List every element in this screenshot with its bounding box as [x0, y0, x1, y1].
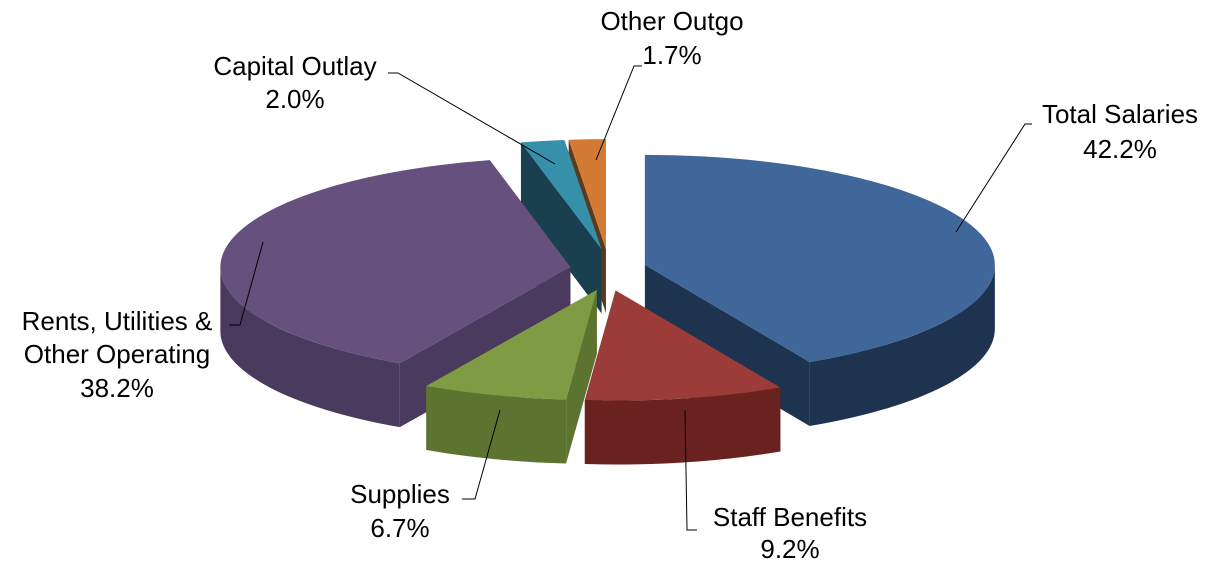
slice-label-supplies: Supplies	[350, 479, 450, 509]
pie-slice-top-total-salaries	[644, 154, 995, 362]
slice-value-capital-outlay: 2.0%	[265, 84, 324, 114]
leader-line-staff-benefits	[684, 409, 697, 531]
pie-slice-rim-staff-benefits	[584, 387, 781, 465]
leader-line-capital-outlay	[388, 72, 556, 165]
leader-line-total-salaries	[955, 123, 1032, 233]
slice-label-rents-line-1: Rents, Utilities &	[22, 306, 213, 336]
leader-line-other-outgo	[595, 65, 642, 161]
slice-label-total-salaries: Total Salaries	[1042, 99, 1198, 129]
slice-label-capital-outlay: Capital Outlay	[213, 51, 376, 81]
slice-value-total-salaries: 42.2%	[1083, 134, 1157, 164]
slice-value-supplies: 6.7%	[370, 513, 429, 543]
leader-line-supplies	[462, 409, 501, 500]
pie-slice-top-capital-outlay	[520, 140, 602, 250]
pie-slice-rim-total-salaries	[809, 264, 995, 426]
slice-label-staff-benefits: Staff Benefits	[713, 502, 867, 532]
pie-slice-capital-outlay	[520, 140, 602, 314]
pie-slice-top-other-outgo	[568, 139, 606, 250]
slice-label-other-outgo: Other Outgo	[600, 6, 743, 36]
slice-labels-layer: Total Salaries 42.2% Staff Benefits 9.2%…	[22, 6, 1198, 564]
pie-slices-layer	[220, 139, 995, 465]
slice-label-rents-line-2: Other Operating	[24, 339, 210, 369]
pie-slice-wall-capital-outlay-start	[520, 142, 602, 314]
slice-value-other-outgo: 1.7%	[642, 40, 701, 70]
pie-slice-top-supplies	[426, 289, 597, 400]
pie-slice-top-rents-utilities-other-operating	[220, 160, 571, 364]
leader-lines-layer	[229, 65, 1032, 531]
pie-slice-rents-utilities-other-operating	[220, 160, 571, 428]
leader-line-rents	[229, 241, 264, 326]
slice-value-rents: 38.2%	[80, 373, 154, 403]
pie-slice-supplies	[426, 289, 597, 464]
pie-slice-staff-benefits	[584, 290, 781, 465]
slice-value-staff-benefits: 9.2%	[760, 534, 819, 564]
pie-slice-top-staff-benefits	[584, 290, 781, 401]
pie-slice-rim-rents-utilities-other-operating	[220, 267, 400, 428]
